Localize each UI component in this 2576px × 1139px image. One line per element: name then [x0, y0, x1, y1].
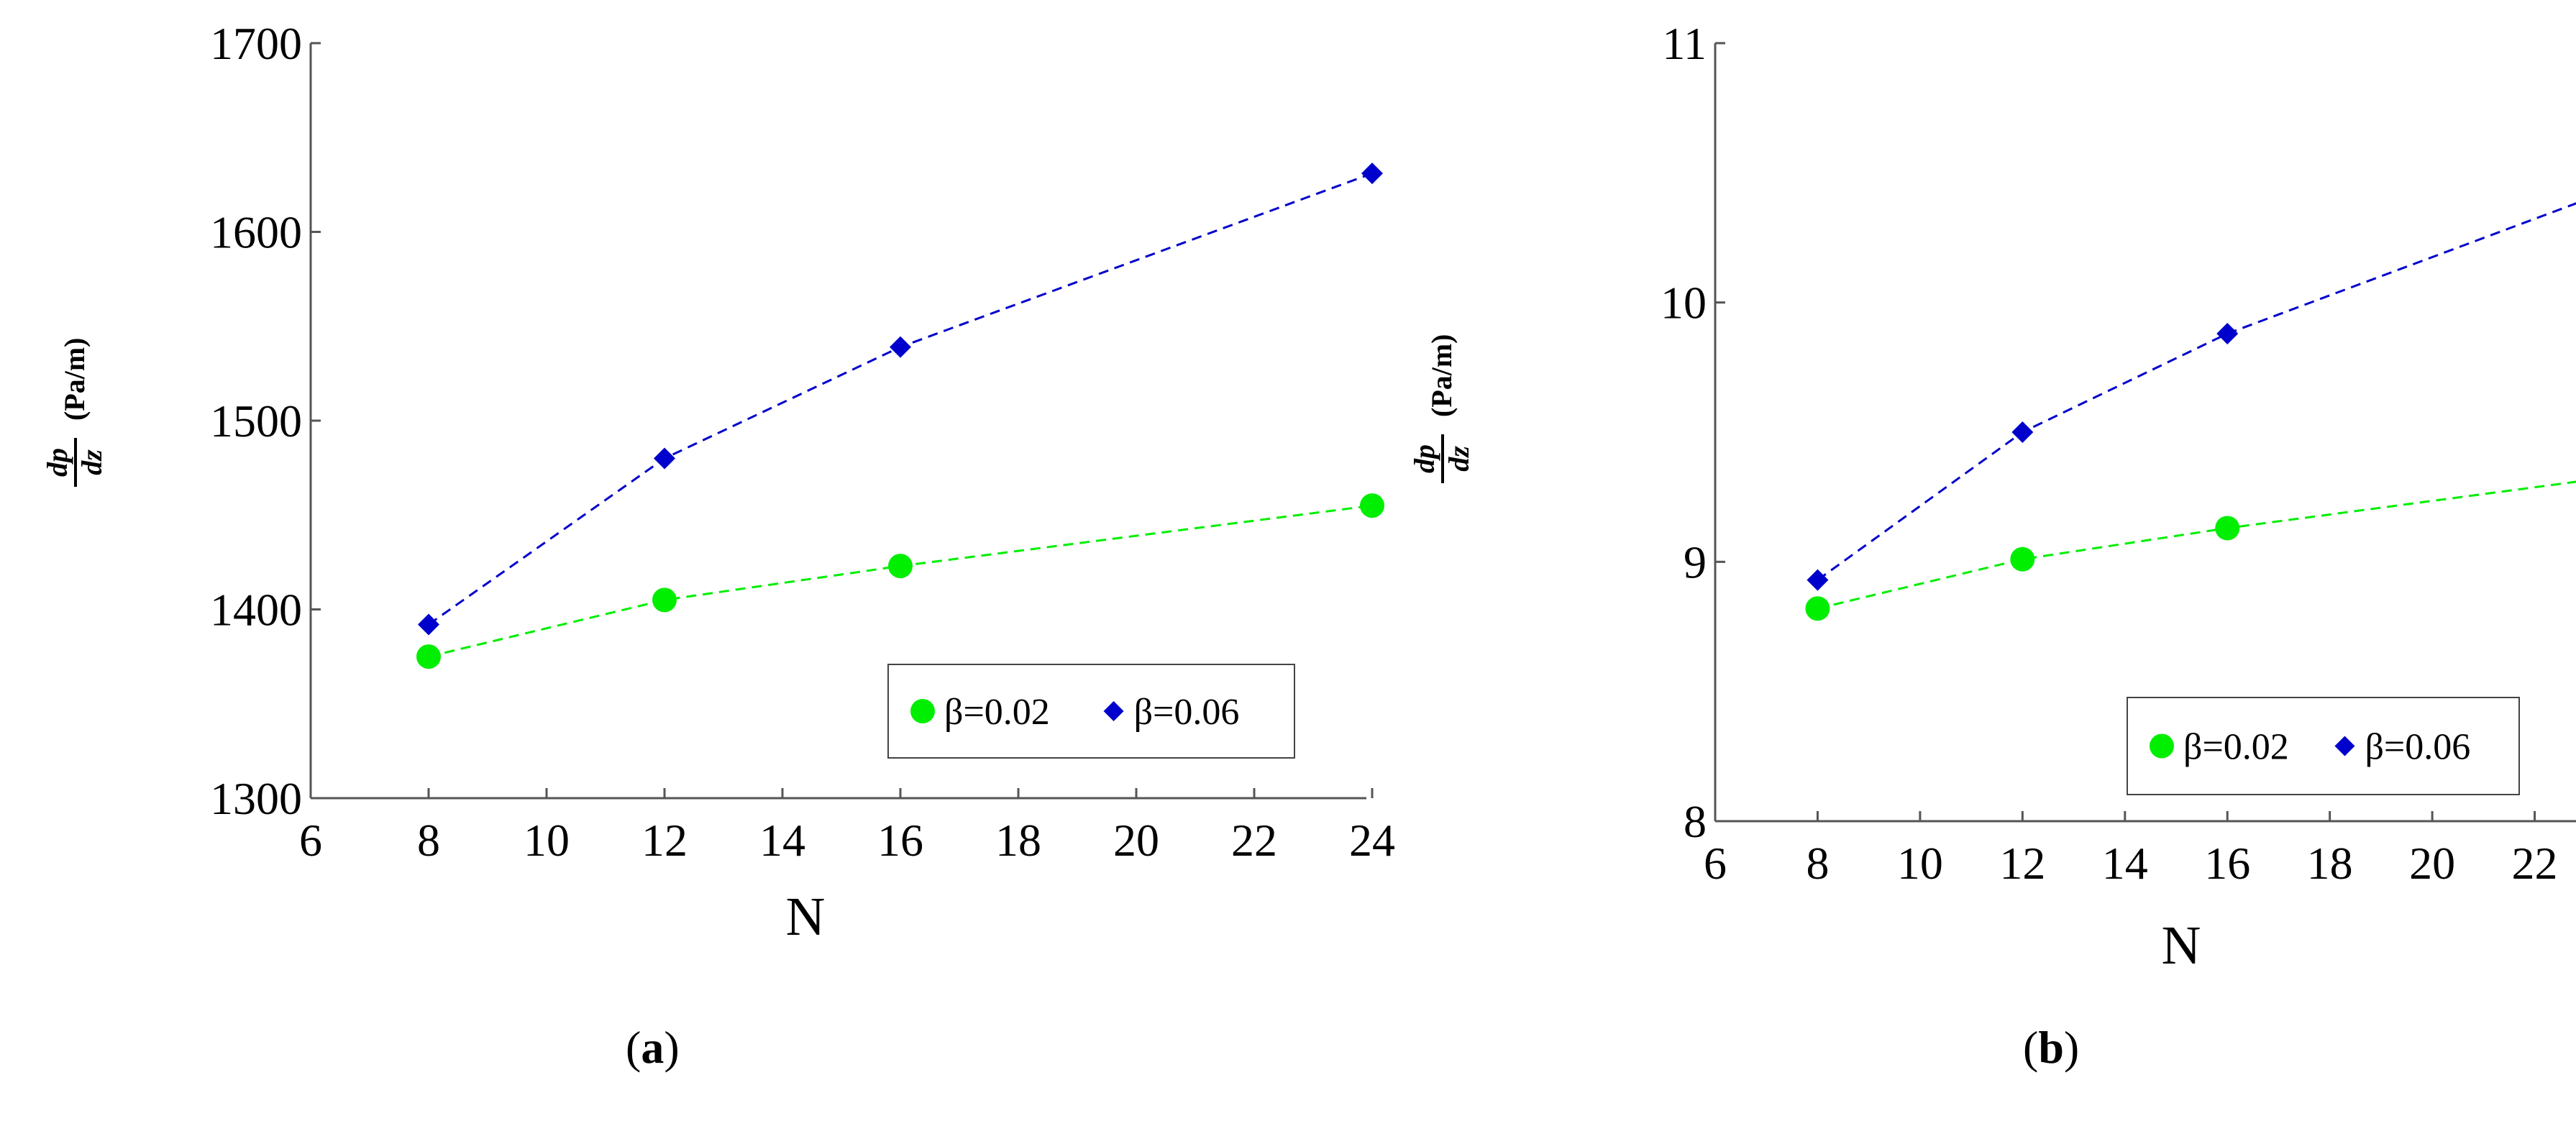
chart-a: 6 8 10 12 14 16 18 20 22 24 1300 1400 1500 1600 1700 Nd…: [41, 18, 1395, 947]
data-point-circle: [416, 644, 441, 669]
x-tick-label: 6: [1704, 838, 1727, 889]
x-axis-title: N: [2162, 915, 2201, 976]
y-axis-title: dp dz (Pa/m): [1408, 334, 1475, 483]
data-point-diamond: [2011, 421, 2034, 443]
y-tick-label: 9: [1684, 536, 1707, 587]
x-tick-label: 16: [2204, 838, 2250, 889]
legend-marker-circle: [910, 699, 935, 723]
data-point-diamond: [890, 336, 911, 358]
x-tick-label: 12: [641, 815, 688, 866]
y-tick-label: 1600: [210, 207, 302, 258]
x-tick-label: 24: [1349, 815, 1395, 866]
caption-a: (a): [626, 1022, 680, 1073]
data-point-circle: [652, 587, 677, 613]
legend-marker-diamond: [1103, 701, 1124, 721]
y-tick-label: 1400: [210, 585, 302, 636]
x-tick-label: 14: [759, 815, 805, 866]
data-point-diamond: [1361, 163, 1383, 185]
y-axis-title-num: dp: [41, 448, 73, 477]
y-axis-title-den: dz: [1443, 446, 1475, 472]
series-line-0: [1817, 480, 2576, 610]
x-tick-label: 14: [2102, 838, 2148, 889]
x-tick-label: 8: [417, 815, 440, 866]
x-tick-label: 20: [1113, 815, 1159, 866]
y-tick-label: 1700: [210, 18, 302, 69]
y-axis-title-den: dz: [76, 449, 108, 475]
legend-box: [887, 664, 1295, 759]
y-tick-label: 11: [1662, 18, 1707, 69]
y-axis-title-num: dp: [1408, 444, 1440, 473]
x-tick-label: 22: [1231, 815, 1277, 866]
x-tick-label: 10: [524, 815, 570, 866]
data-point-diamond: [1807, 569, 1829, 591]
x-tick-label: 16: [877, 815, 923, 866]
x-tick-label: 8: [1806, 838, 1829, 889]
data-point-circle: [1805, 596, 1830, 621]
x-axis-title: N: [786, 887, 826, 947]
y-tick-label: 10: [1661, 278, 1707, 329]
caption-b: (b): [2023, 1022, 2080, 1073]
legend-label: β=0.06: [1134, 692, 1240, 733]
data-point-circle: [2215, 516, 2240, 541]
series-line-0: [428, 504, 1373, 658]
legend-marker-circle: [2150, 733, 2174, 759]
legend-label: β=0.02: [944, 692, 1050, 733]
y-tick-label: 8: [1684, 796, 1707, 847]
data-point-diamond: [654, 447, 675, 470]
data-point-circle: [2010, 546, 2035, 572]
legend-label: β=0.02: [2183, 727, 2289, 768]
data-point-circle: [1360, 493, 1384, 518]
y-tick-label: 1500: [210, 395, 302, 447]
y-axis-title: dp dz (Pa/m): [41, 337, 108, 487]
y-axis-title-unit: (Pa/m): [1425, 334, 1458, 417]
y-axis-title-unit: (Pa/m): [58, 337, 91, 421]
legend-marker-diamond: [2334, 736, 2355, 756]
x-tick-label: 18: [995, 815, 1041, 866]
series-line-1: [1817, 202, 2576, 581]
series-line-1: [428, 172, 1373, 626]
x-tick-label: 12: [1999, 838, 2045, 889]
legend-label: β=0.06: [2365, 727, 2470, 768]
x-tick-label: 18: [2307, 838, 2353, 889]
y-tick-label: 1300: [210, 773, 302, 824]
data-point-circle: [888, 554, 913, 579]
data-point-diamond: [2216, 322, 2239, 344]
chart-b: 681012141618202224891011Ndpdz(Pa/m)β=0.0…: [1408, 18, 2576, 976]
x-tick-label: 22: [2512, 838, 2558, 889]
x-tick-label: 6: [299, 815, 322, 866]
data-point-diamond: [418, 613, 439, 636]
legend-box: [2127, 697, 2520, 795]
chart-panel-b: 681012141618202224891011Ndpdz(Pa/m)β=0.0…: [1288, 0, 2576, 1139]
x-tick-label: 10: [1897, 838, 1943, 889]
x-tick-label: 20: [2409, 838, 2455, 889]
